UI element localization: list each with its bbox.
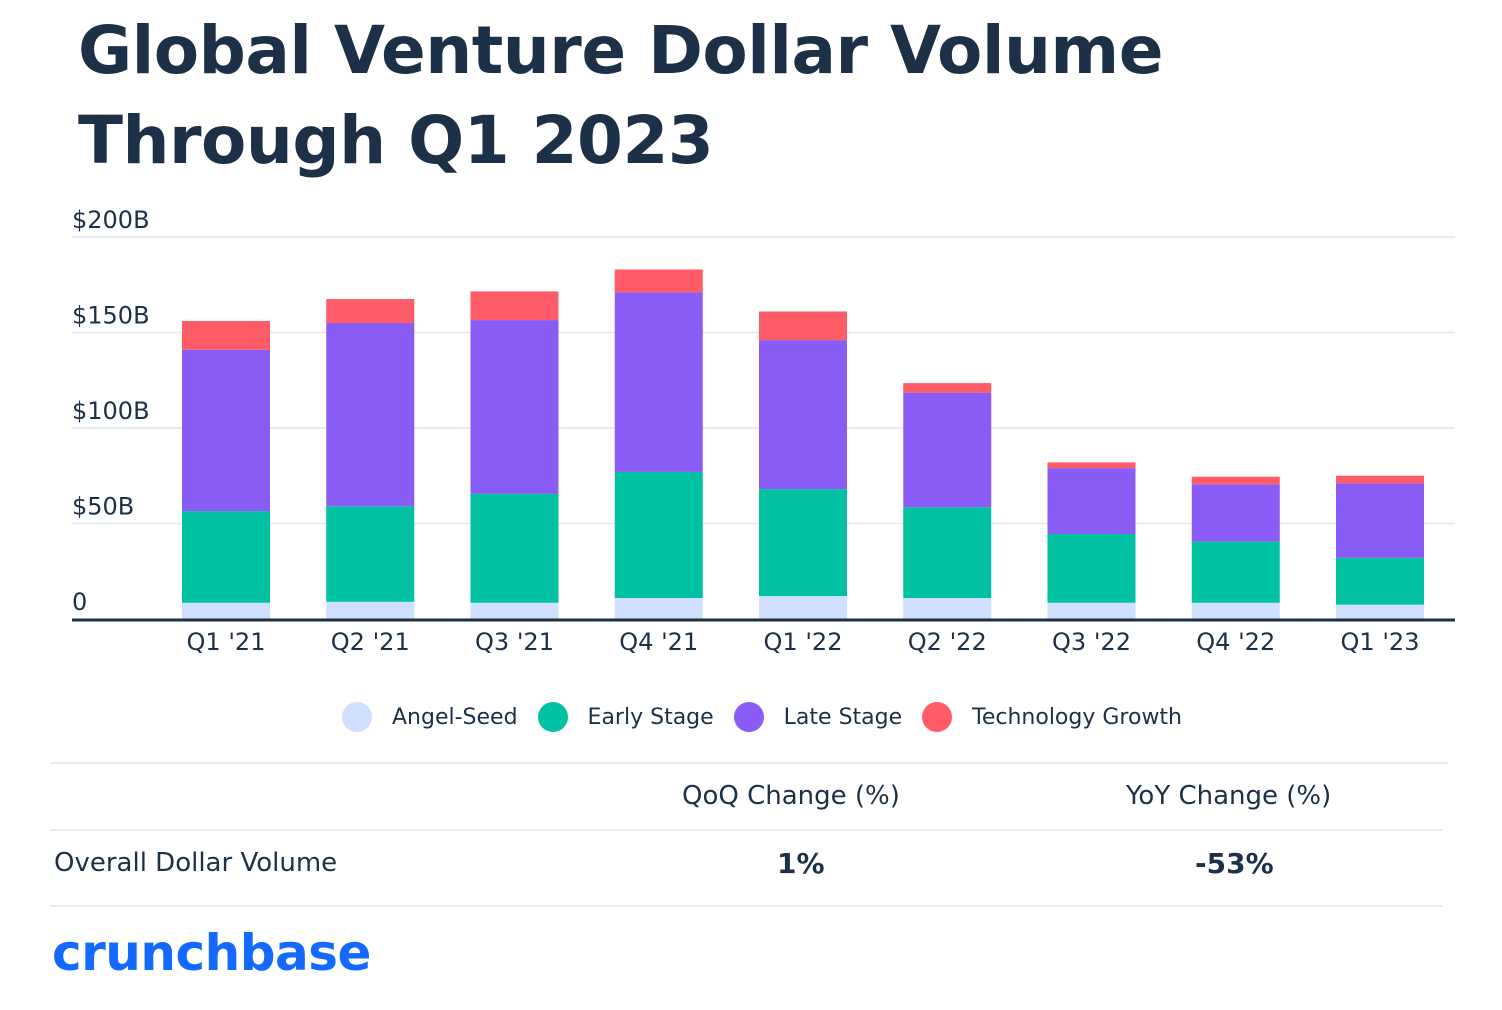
x-tick-label: Q1 '21 [187, 628, 266, 656]
x-tick-label: Q4 '22 [1196, 628, 1275, 656]
bar-segment [614, 471, 703, 598]
x-tick-label: Q2 '21 [331, 628, 410, 656]
bar-segment [470, 493, 559, 603]
y-tick-label: 0 [72, 588, 87, 616]
bar-segment [1191, 602, 1280, 619]
stacked-bar-chart: 0$50B$100B$150B$200B Q1 '21 Q2 '21 Q3 '21 Q… [72, 206, 1455, 656]
bar-segment [759, 311, 847, 341]
legend-label-early-stage: Early Stage [587, 704, 714, 730]
x-tick-label: Q3 '21 [475, 628, 554, 656]
bar-segment [326, 601, 415, 619]
bar-segment [1047, 468, 1136, 535]
bar-segment [1336, 475, 1424, 484]
chart-title: Global Venture Dollar Volume Through Q1 … [78, 12, 1163, 179]
bar-segment [1047, 534, 1136, 603]
legend-item-late-stage: Late Stage [733, 702, 903, 732]
bar-segment [182, 321, 270, 350]
legend-item-early-stage: Early Stage [537, 702, 714, 732]
bar-segment [326, 299, 415, 323]
bar-segment [182, 602, 270, 619]
legend-item-technology-growth: Technology Growth [922, 702, 1182, 732]
legend-swatch-late-stage [733, 702, 764, 732]
bar-segment [470, 602, 559, 619]
bar-segment [1047, 602, 1136, 619]
bars [182, 269, 1424, 619]
legend-item-angel-seed: Angel-Seed [342, 702, 518, 732]
table-header-divider [50, 829, 1442, 831]
table-value-qoq: 1% [777, 847, 825, 880]
bar-segment [614, 292, 703, 472]
legend-label-angel-seed: Angel-Seed [392, 704, 518, 730]
bar-segment [759, 596, 847, 619]
bar-segment [903, 507, 992, 598]
bar-segment [903, 392, 992, 508]
table-bottom-divider [50, 905, 1442, 907]
x-tick-label: Q2 '22 [908, 628, 987, 656]
bar-segment [182, 349, 270, 512]
y-tick-label: $50B [72, 493, 134, 521]
bar-segment [326, 506, 415, 602]
bar-segment [1191, 476, 1280, 485]
y-tick-label: $100B [72, 397, 150, 425]
x-tick-label: Q4 '21 [619, 628, 698, 656]
table-value-yoy: -53% [1195, 847, 1274, 880]
bar-segment [1047, 462, 1136, 469]
bar-segment [614, 597, 703, 619]
bar-segment [903, 383, 992, 393]
bar-segment [326, 322, 415, 507]
table-header-qoq: QoQ Change (%) [682, 781, 900, 811]
bar-segment [614, 269, 703, 293]
legend-label-late-stage: Late Stage [783, 704, 903, 730]
legend-label-technology-growth: Technology Growth [972, 704, 1182, 730]
y-tick-label: $200B [72, 206, 150, 234]
table-header-yoy: YoY Change (%) [1126, 781, 1332, 811]
bar-segment [759, 340, 847, 490]
bar-segment [1336, 604, 1424, 619]
table-row-label: Overall Dollar Volume [54, 848, 338, 878]
legend-swatch-early-stage [537, 702, 568, 732]
bar-segment [1191, 484, 1280, 542]
x-tick-label: Q1 '23 [1341, 628, 1420, 656]
bar-segment [470, 291, 559, 321]
x-tick-label: Q1 '22 [764, 628, 843, 656]
x-tick-label: Q3 '22 [1052, 628, 1131, 656]
bar-segment [1191, 541, 1280, 603]
y-axis-ticks: 0 $50B $100B $150B $200B [72, 206, 150, 616]
table-top-divider [50, 762, 1448, 764]
bar-segment [903, 597, 992, 619]
chart-legend: Angel-Seed Early Stage Late Stage Techno… [0, 702, 1502, 732]
bar-segment [1336, 483, 1424, 558]
x-axis-ticks: Q1 '21 Q2 '21 Q3 '21 Q4 '21 Q1 '22 Q2 '22 Q3 '… [187, 628, 1420, 656]
y-tick-label: $150B [72, 302, 150, 330]
legend-swatch-technology-growth [922, 702, 953, 732]
bar-segment [182, 511, 270, 603]
bar-segment [1336, 557, 1424, 605]
bar-segment [470, 320, 559, 494]
crunchbase-logo: crunchbase [52, 924, 371, 982]
bar-segment [759, 489, 847, 597]
legend-swatch-angel-seed [342, 702, 372, 732]
